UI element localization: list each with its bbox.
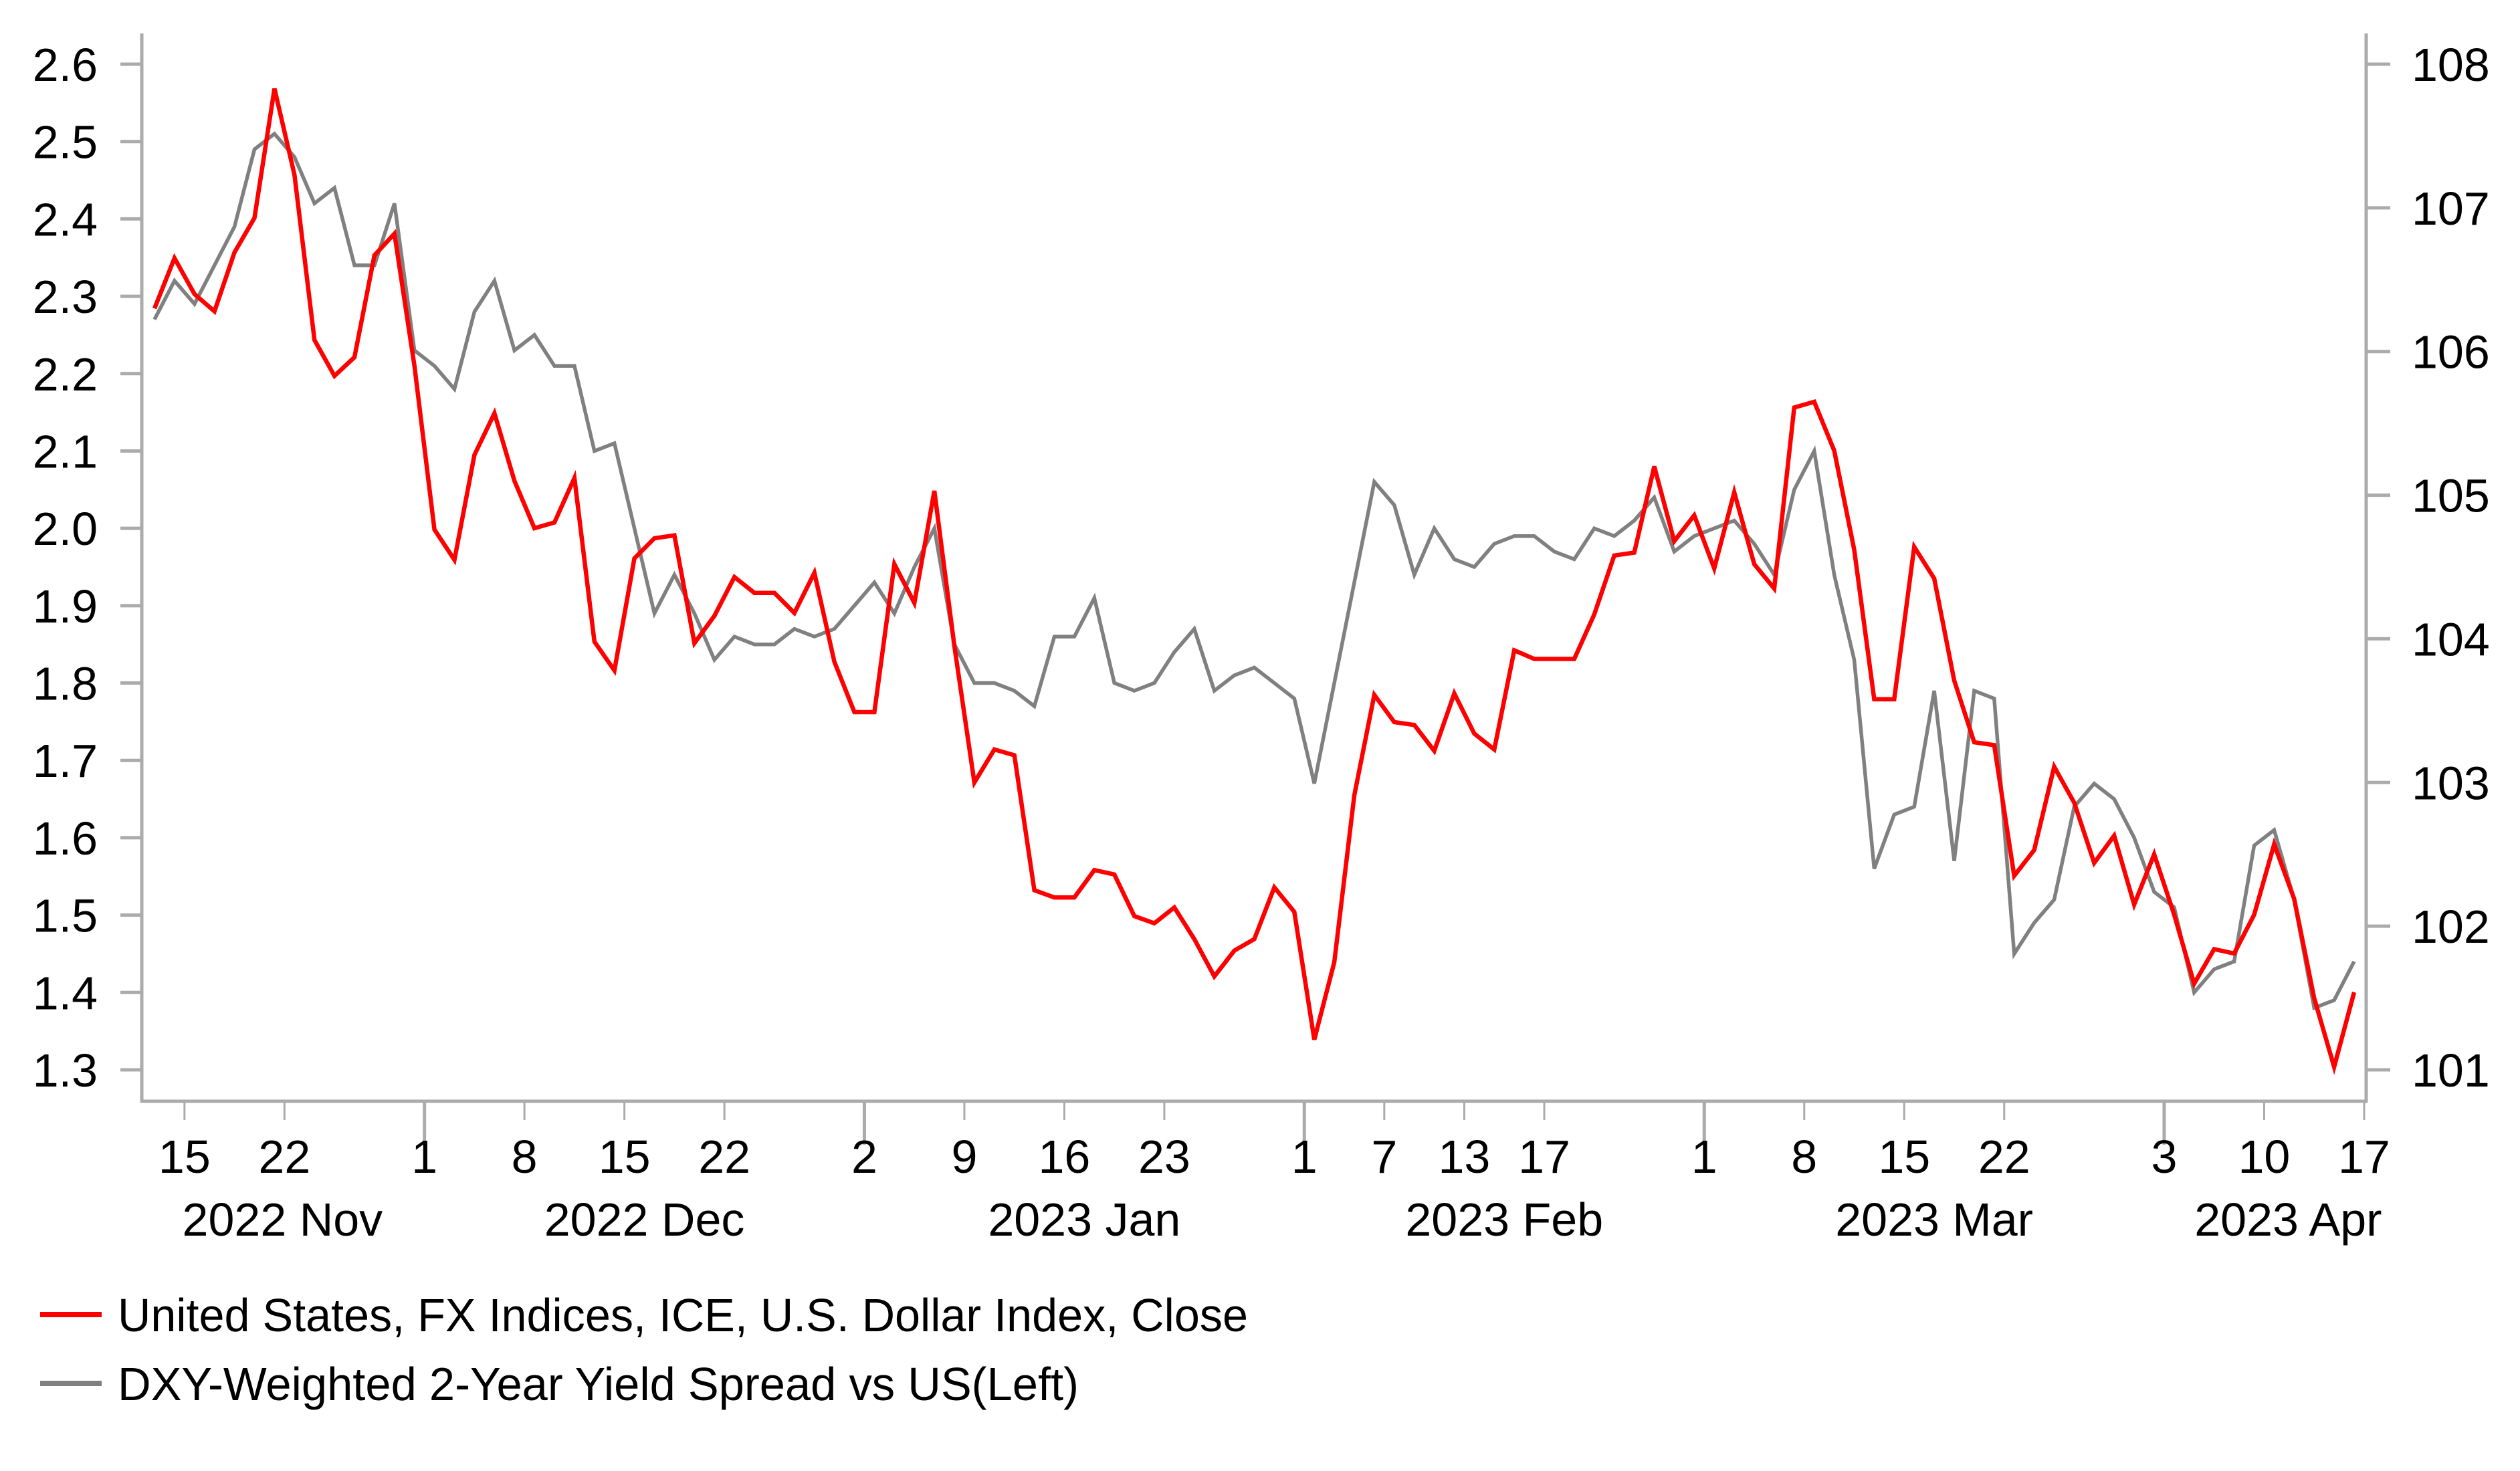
x-month-label: 2022 Dec xyxy=(544,1194,745,1246)
left-axis-ticks: 2.6 2.5 2.4 2.3 2.2 2.1 2.0 1.9 1.8 1.7 1.6 1.5 1.4 1… xyxy=(33,39,142,1097)
y-right-tick-label: 101 xyxy=(2412,1044,2490,1097)
x-tick-label: 1 xyxy=(1291,1131,1318,1183)
y-right-tick-label: 105 xyxy=(2412,470,2490,522)
x-axis-month-labels: 2022 Nov 2022 Dec 2023 Jan 2023 Feb 2023 Mar… xyxy=(183,1194,2382,1246)
legend-label-dxy: United States, FX Indices, ICE, U.S. Dol… xyxy=(118,1289,1248,1341)
x-tick-label: 22 xyxy=(1978,1131,2030,1183)
x-month-label: 2023 Apr xyxy=(2194,1194,2382,1246)
x-tick-label: 8 xyxy=(1791,1131,1817,1183)
y-left-tick-label: 1.9 xyxy=(33,580,98,633)
x-tick-label: 22 xyxy=(258,1131,310,1183)
y-right-tick-label: 106 xyxy=(2412,326,2490,378)
y-left-tick-label: 2.3 xyxy=(33,271,98,323)
legend-item-yield-spread: DXY-Weighted 2-Year Yield Spread vs US(L… xyxy=(40,1358,1079,1410)
legend-label-yield-spread: DXY-Weighted 2-Year Yield Spread vs US(L… xyxy=(118,1358,1079,1410)
x-tick-label: 15 xyxy=(599,1131,651,1183)
x-tick-label: 1 xyxy=(1691,1131,1717,1183)
right-axis-ticks: 108 107 106 105 104 103 102 101 xyxy=(2366,39,2490,1097)
legend: United States, FX Indices, ICE, U.S. Dol… xyxy=(40,1289,1248,1410)
x-month-label: 2023 Jan xyxy=(988,1194,1180,1246)
y-right-tick-label: 103 xyxy=(2412,757,2490,809)
x-tick-label: 7 xyxy=(1371,1131,1397,1183)
x-tick-label: 15 xyxy=(1878,1131,1930,1183)
y-left-tick-label: 1.7 xyxy=(33,735,98,787)
x-tick-label: 3 xyxy=(2151,1131,2177,1183)
y-left-tick-label: 2.4 xyxy=(33,193,98,245)
x-month-label: 2023 Feb xyxy=(1405,1194,1603,1246)
x-month-label: 2022 Nov xyxy=(183,1194,383,1246)
x-axis-ticks: 15 22 1 8 15 22 2 9 16 23 1 7 13 17 1 8 15 22 3 10 17 xyxy=(159,1101,2390,1183)
series-layer xyxy=(152,88,2357,1075)
y-left-tick-label: 1.6 xyxy=(33,812,98,865)
series-line-dxy xyxy=(152,88,2357,1075)
y-left-tick-label: 1.8 xyxy=(33,658,98,710)
y-left-tick-label: 2.5 xyxy=(33,116,98,168)
x-tick-label: 13 xyxy=(1439,1131,1491,1183)
x-tick-label: 16 xyxy=(1039,1131,1091,1183)
x-tick-label: 10 xyxy=(2238,1131,2291,1183)
axes xyxy=(140,33,2368,1103)
x-tick-label: 22 xyxy=(698,1131,750,1183)
y-left-tick-label: 2.6 xyxy=(33,39,98,91)
x-tick-label: 1 xyxy=(411,1131,437,1183)
y-left-tick-label: 1.5 xyxy=(33,890,98,942)
x-tick-label: 23 xyxy=(1138,1131,1190,1183)
y-left-tick-label: 2.1 xyxy=(33,425,98,477)
y-left-tick-label: 2.2 xyxy=(33,348,98,401)
y-right-tick-label: 104 xyxy=(2412,613,2490,665)
y-right-tick-label: 107 xyxy=(2412,183,2490,235)
x-tick-label: 15 xyxy=(159,1131,211,1183)
y-left-tick-label: 2.0 xyxy=(33,503,98,555)
series-line-yield-spread xyxy=(152,131,2356,1011)
x-month-label: 2023 Mar xyxy=(1835,1194,2033,1246)
y-right-tick-label: 108 xyxy=(2412,39,2490,91)
y-left-tick-label: 1.3 xyxy=(33,1044,98,1097)
y-right-tick-label: 102 xyxy=(2412,901,2490,953)
y-left-tick-label: 1.4 xyxy=(33,967,98,1019)
legend-item-dxy: United States, FX Indices, ICE, U.S. Dol… xyxy=(40,1289,1248,1341)
x-tick-label: 8 xyxy=(512,1131,538,1183)
x-tick-label: 17 xyxy=(2338,1131,2390,1183)
x-tick-label: 2 xyxy=(851,1131,877,1183)
x-tick-label: 9 xyxy=(951,1131,977,1183)
x-tick-label: 17 xyxy=(1518,1131,1570,1183)
